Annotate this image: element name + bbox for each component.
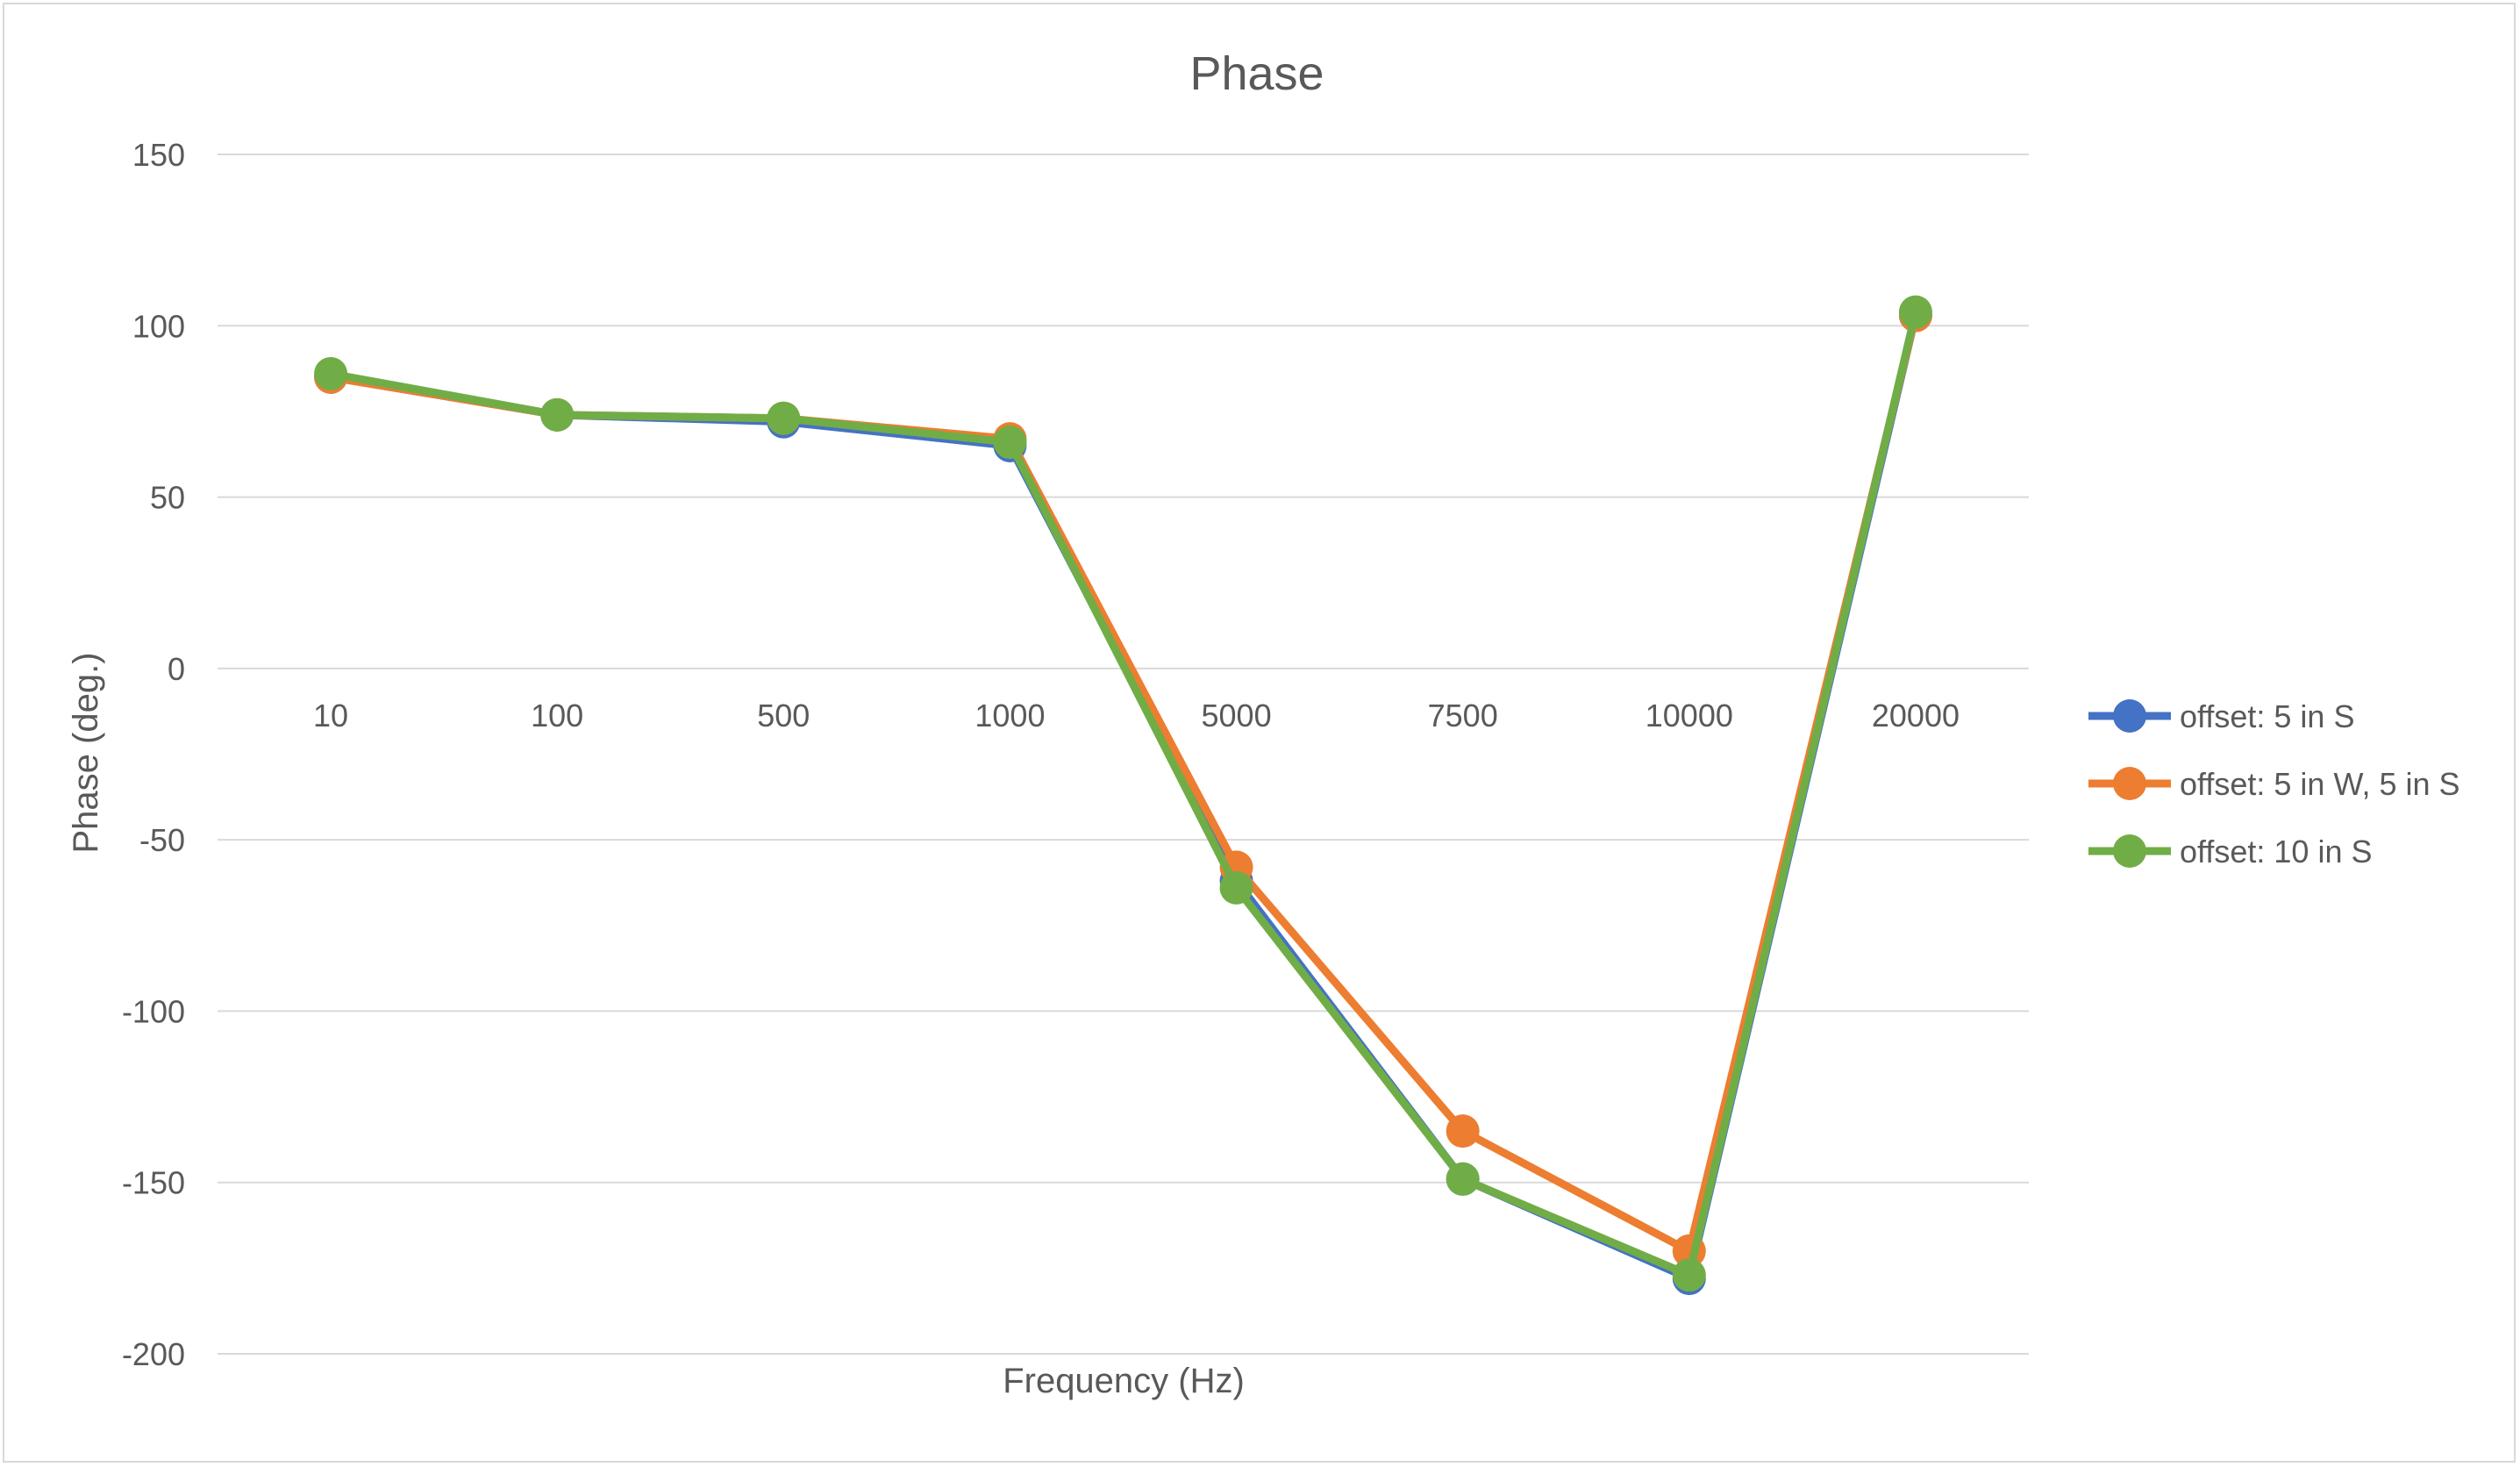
y-tick-label: -50 [139, 822, 185, 858]
chart-area: 150 100 50 0 -50 -100 -150 -200 10 100 500 1000 500… [3, 3, 2516, 1463]
y-tick-labels: 150 100 50 0 -50 -100 -150 -200 [122, 137, 185, 1372]
data-point [1219, 870, 1253, 905]
y-tick-label: 100 [132, 308, 185, 344]
x-tick-label: 7500 [1428, 698, 1498, 734]
gridlines [218, 154, 2029, 1355]
legend-swatch-marker [2113, 834, 2146, 868]
data-point [767, 401, 801, 435]
series-line [326, 311, 1920, 1283]
data-point [1672, 1258, 1706, 1292]
data-point [1446, 1114, 1480, 1149]
legend-label: offset: 5 in S [2180, 698, 2354, 734]
legend: offset: 5 in S offset: 5 in W, 5 in S offs… [2088, 698, 2460, 869]
chart-title: Phase [1189, 47, 1324, 100]
y-tick-label: 50 [150, 480, 185, 516]
legend-label: offset: 10 in S [2180, 834, 2372, 869]
x-tick-labels: 10 100 500 1000 5000 7500 10000 20000 [313, 698, 1960, 734]
data-point [314, 356, 348, 390]
data-point [540, 397, 575, 432]
legend-item: offset: 5 in S [2088, 698, 2354, 734]
x-tick-label: 20000 [1872, 698, 1960, 734]
y-tick-label: 150 [132, 137, 185, 173]
series-1 [314, 298, 1932, 1296]
x-tick-label: 500 [757, 698, 810, 734]
legend-item: offset: 5 in W, 5 in S [2088, 766, 2460, 802]
data-point [1898, 295, 1932, 329]
legend-swatch-marker [2113, 699, 2146, 733]
series-line [326, 308, 1920, 1279]
series-lines [314, 295, 1932, 1296]
y-axis-title: Phase (deg.) [67, 652, 105, 853]
x-axis-title: Frequency (Hz) [1003, 1362, 1245, 1400]
series-line [326, 311, 1920, 1256]
legend-item: offset: 10 in S [2088, 834, 2372, 869]
legend-swatch-marker [2113, 767, 2146, 800]
series-3 [314, 295, 1932, 1292]
y-tick-label: -100 [122, 993, 185, 1029]
data-point [1446, 1162, 1480, 1196]
x-tick-label: 5000 [1202, 698, 1272, 734]
x-tick-label: 1000 [974, 698, 1045, 734]
series-2 [314, 298, 1932, 1268]
legend-label: offset: 5 in W, 5 in S [2180, 766, 2460, 802]
y-tick-label: -200 [122, 1336, 185, 1372]
y-tick-label: -150 [122, 1165, 185, 1201]
x-tick-label: 100 [531, 698, 583, 734]
x-tick-label: 10 [313, 698, 348, 734]
data-point [993, 426, 1027, 460]
y-tick-label: 0 [168, 651, 185, 687]
x-tick-label: 10000 [1645, 698, 1733, 734]
